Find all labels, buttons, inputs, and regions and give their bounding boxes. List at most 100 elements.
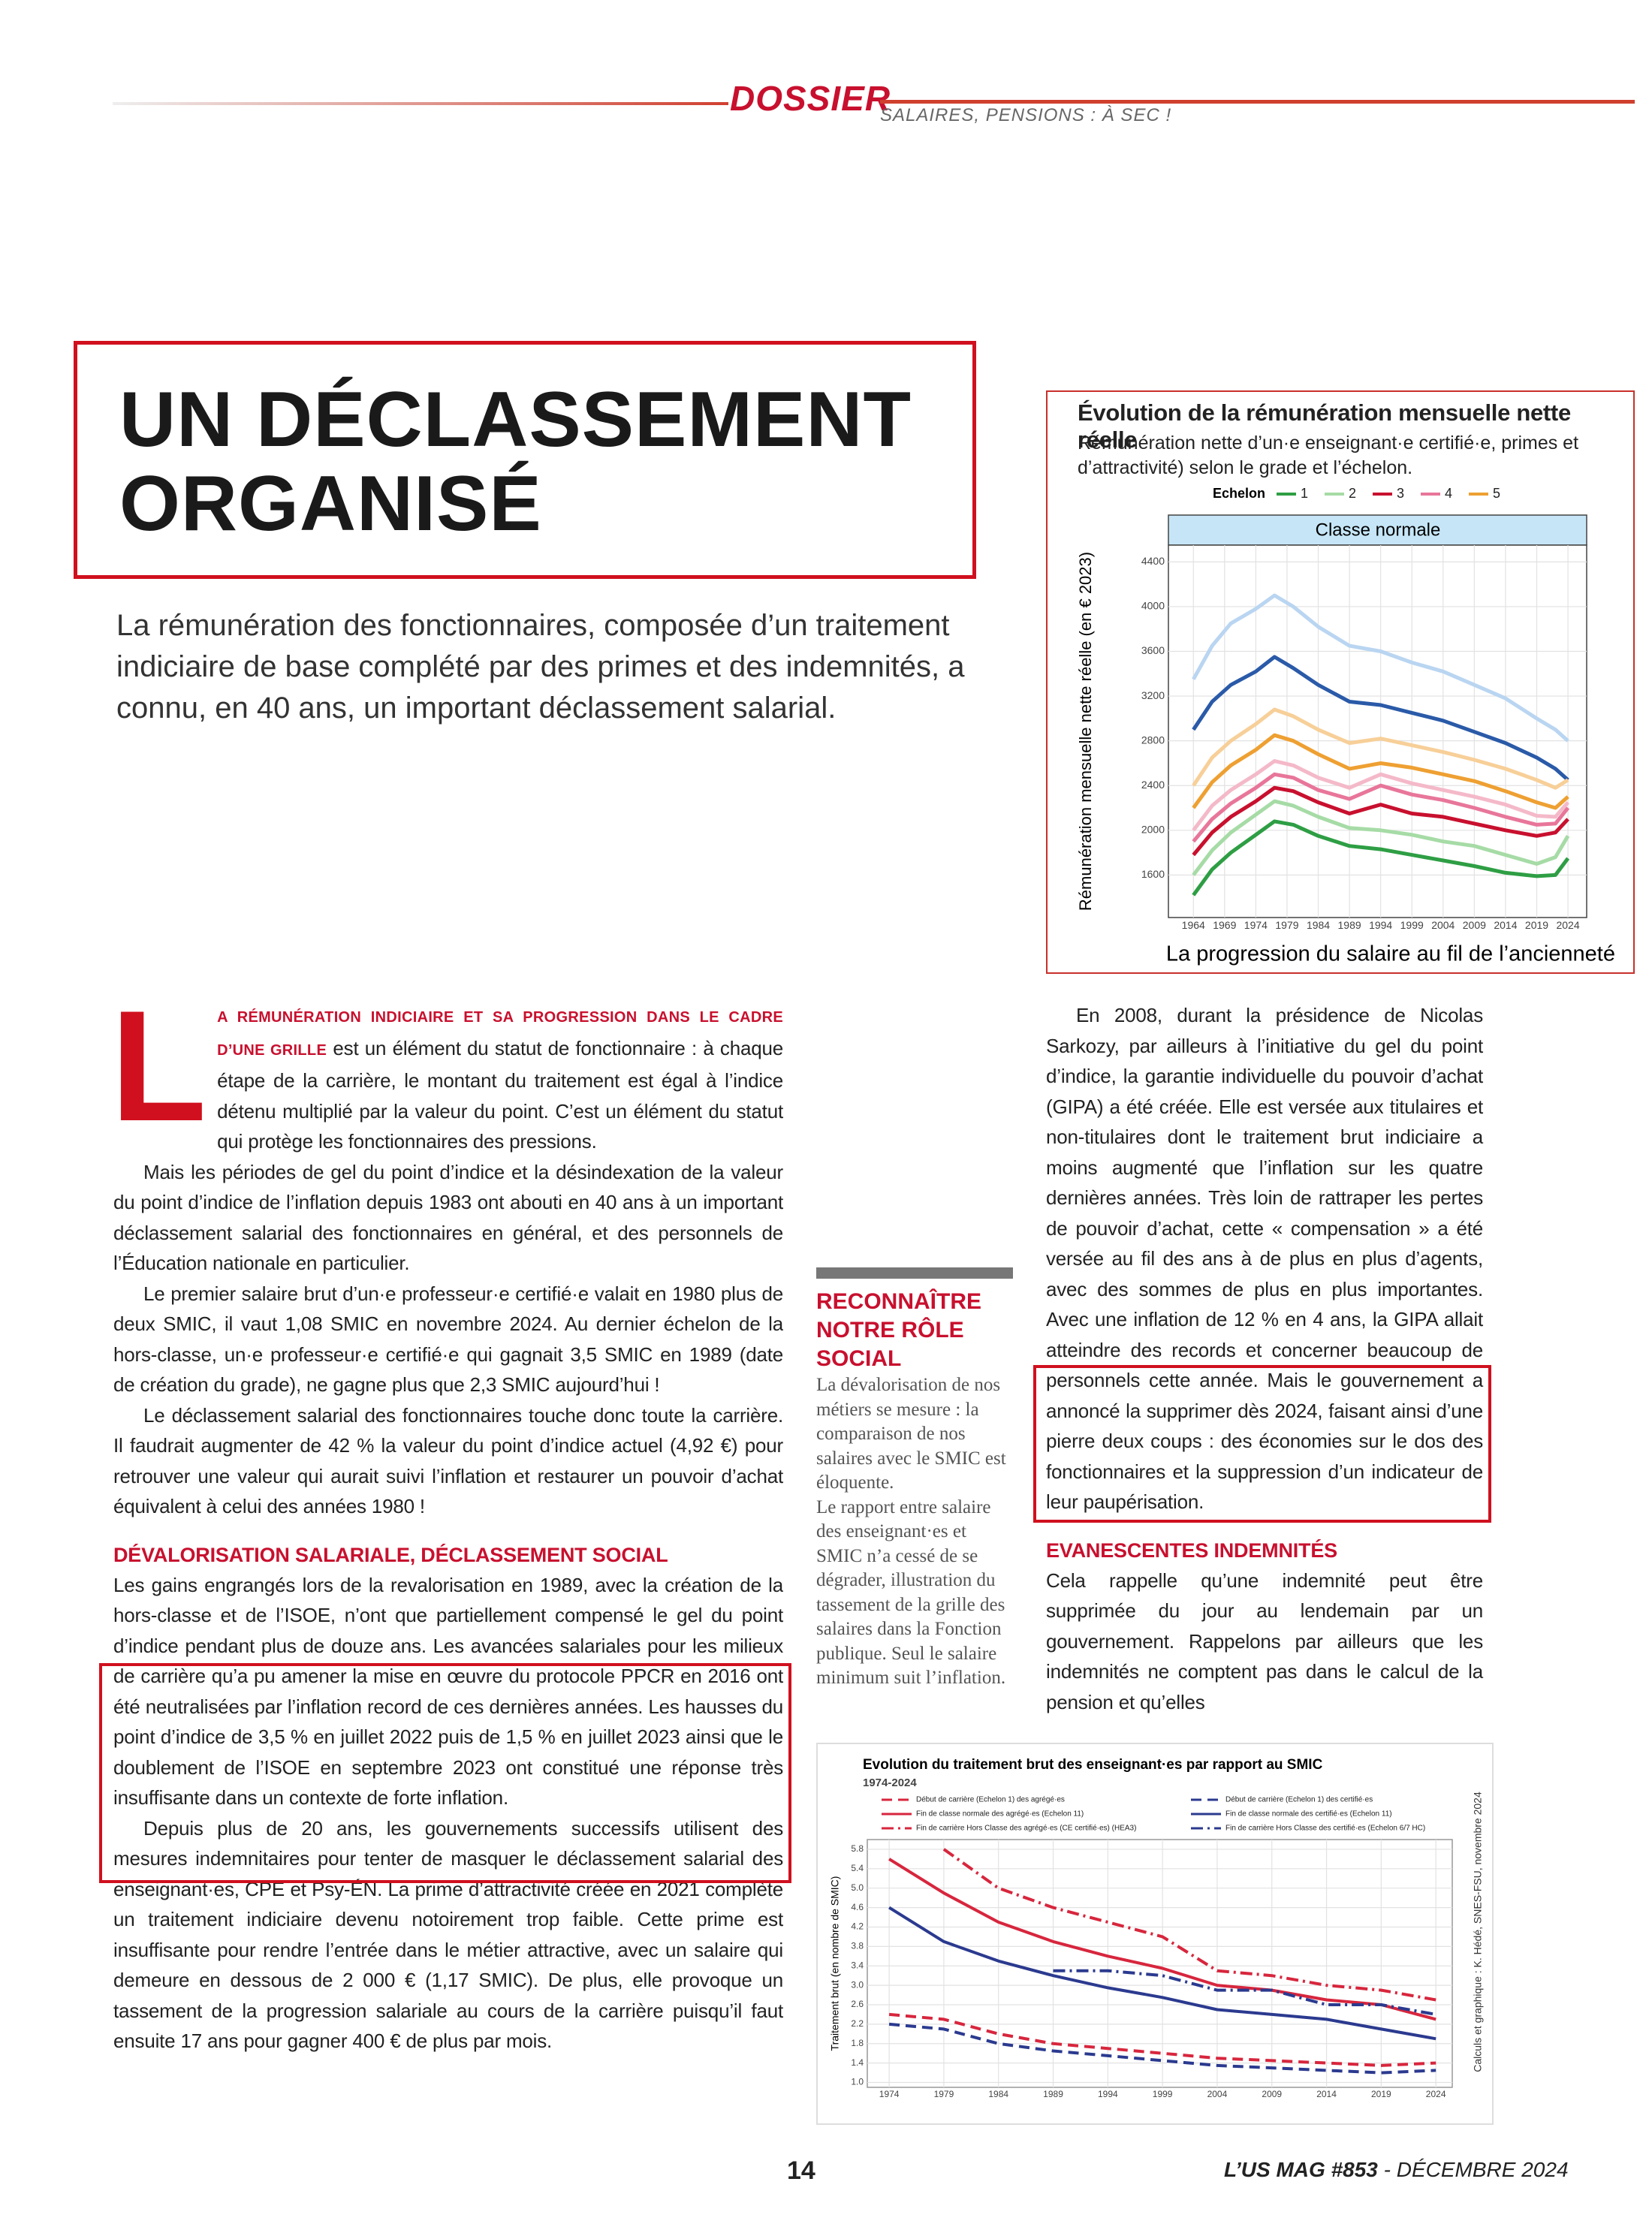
legend-label: 1 — [1301, 486, 1308, 501]
sidebar-bar — [816, 1267, 1013, 1279]
plot-area — [1168, 544, 1587, 918]
y-tick-label: 2800 — [1141, 734, 1165, 746]
y-tick-label: 4000 — [1141, 600, 1165, 612]
sidebar-paragraph: Le rapport entre salaire des enseignant·… — [816, 1496, 1006, 1689]
x-tick-label: 2009 — [1262, 2089, 1282, 2099]
paragraph: Le déclassement salarial des fonctionnai… — [113, 1403, 783, 1518]
x-tick-label: 2019 — [1371, 2089, 1391, 2099]
paragraph: Mais les périodes de gel du point d’indi… — [113, 1160, 783, 1275]
x-tick-label: 1999 — [1153, 2089, 1173, 2099]
text: est un élément du statut de fonctionnair… — [217, 1036, 783, 1153]
paragraph: En 2008, durant la présidence de Nicolas… — [1046, 1004, 1483, 1513]
issue-date: - DÉCEMBRE 2024 — [1377, 2158, 1569, 2181]
header-rule — [880, 100, 1635, 104]
plot-area — [867, 1839, 1453, 2088]
x-tick-label: 2009 — [1463, 919, 1486, 931]
y-tick-label: 3.4 — [851, 1960, 864, 1970]
series-line — [888, 1906, 1436, 2041]
paragraph: Cela rappelle qu’une indemnité peut être… — [1046, 1569, 1483, 1713]
series-line — [1192, 799, 1570, 876]
x-tick-label: 2019 — [1525, 919, 1548, 931]
series-line — [1192, 819, 1570, 897]
paragraph: Les gains engrangés lors de la revaloris… — [113, 1573, 783, 1810]
y-tick-label: 4400 — [1141, 555, 1165, 567]
series-line — [1192, 707, 1569, 790]
header-rule — [113, 102, 728, 105]
x-tick-label: 1979 — [934, 2089, 954, 2099]
y-tick-label: 1.0 — [851, 2077, 864, 2087]
x-tick-label: 2024 — [1556, 919, 1579, 931]
y-tick-label: 3600 — [1141, 644, 1165, 656]
x-tick-label: 1994 — [1098, 2089, 1118, 2099]
page-number: 14 — [787, 2156, 815, 2185]
x-tick-label: 1984 — [1307, 919, 1330, 931]
y-tick-label: 5.0 — [851, 1882, 864, 1893]
y-tick-label: 2.2 — [851, 2018, 864, 2029]
legend-label: Fin de classe normale des agrégé·es (Ech… — [916, 1810, 1084, 1819]
chart-frame: Évolution de la rémunération mensuelle n… — [1046, 390, 1635, 974]
title-line: ORGANISÉ — [119, 460, 542, 547]
y-tick-label: 4.6 — [851, 1902, 864, 1912]
y-tick-label: 3.0 — [851, 1979, 864, 1990]
x-tick-label: 1989 — [1338, 919, 1361, 931]
x-tick-label: 2004 — [1207, 2089, 1228, 2099]
sidebar-paragraph: La dévalorisation de nos métiers se mesu… — [816, 1375, 1006, 1493]
x-tick-label: 1999 — [1400, 919, 1424, 931]
title-line: UN DÉCLASSEMENT — [119, 376, 912, 463]
legend-label: 5 — [1493, 486, 1500, 501]
series-line — [1053, 1969, 1436, 2016]
magazine: L’US MAG #853 — [1224, 2158, 1378, 2181]
x-tick-label: 1979 — [1275, 919, 1298, 931]
chart: Evolution du traitement brut des enseign… — [829, 1757, 1484, 2099]
chart-frame: Evolution du traitement brut des enseign… — [816, 1743, 1494, 2125]
legend-label: 3 — [1397, 486, 1404, 501]
paragraph: Le premier salaire brut d’un·e professeu… — [113, 1282, 783, 1397]
section-label: DOSSIER — [730, 79, 891, 118]
lead: La rémunération des fonctionnaires, comp… — [116, 609, 965, 725]
section-heading: EVANESCENTES INDEMNITÉS — [1046, 1538, 1337, 1562]
y-tick-label: 3.8 — [851, 1941, 864, 1951]
lead-in: A RÉMUNÉRATION INDICIAIRE ET SA PROGRESS… — [217, 1009, 783, 1059]
series-line — [1192, 785, 1569, 857]
chart-caption: La progression du salaire au fil de l’an… — [1166, 942, 1615, 966]
y-tick-label: 2.6 — [851, 1999, 864, 2009]
x-tick-label: 1994 — [1369, 919, 1392, 931]
chart-credit: Calculs et graphique : K. Hédé, SNES-FSU… — [1472, 1792, 1484, 2072]
y-tick-label: 1600 — [1141, 868, 1165, 880]
article-column: En 2008, durant la présidence de Nicolas… — [1046, 1000, 1483, 1717]
x-tick-label: 1989 — [1043, 2089, 1063, 2099]
series-line — [888, 2012, 1436, 2067]
title: UN DÉCLASSEMENT ORGANISÉ — [119, 378, 912, 546]
chart-subtitle: 1974-2024 — [863, 1776, 917, 1789]
chart-subtitle: Rémunération nette d’un·e enseignant·e c… — [1078, 432, 1579, 478]
legend-label: Fin de carrière Hors Classe des certifié… — [1225, 1825, 1425, 1833]
y-tick-label: 2400 — [1141, 779, 1165, 791]
series-line — [1192, 733, 1569, 810]
chart: Echelon Classe normale Rémunération mens… — [1076, 486, 1615, 966]
sidebar: RECONNAÎTRE NOTRE RÔLE SOCIAL La dévalor… — [816, 1267, 1016, 1691]
section-subtitle: SALAIRES, PENSIONS : À SEC ! — [880, 105, 1172, 125]
facet-strip — [1168, 514, 1587, 546]
x-tick-label: 2024 — [1426, 2089, 1446, 2099]
legend-label: 4 — [1445, 486, 1452, 501]
y-tick-label: 3200 — [1141, 689, 1165, 701]
legend-label: Fin de classe normale des certifié·es (E… — [1225, 1810, 1392, 1819]
x-tick-label: 1969 — [1213, 919, 1236, 931]
x-tick-label: 1964 — [1182, 919, 1205, 931]
legend-label: Début de carrière (Echelon 1) des certif… — [1225, 1796, 1373, 1804]
y-tick-label: 5.4 — [851, 1863, 864, 1873]
chart-title: Evolution du traitement brut des enseign… — [863, 1757, 1323, 1773]
x-tick-label: 1984 — [988, 2089, 1008, 2099]
series-line — [942, 1848, 1436, 2002]
y-tick-label: 2000 — [1141, 824, 1165, 836]
series-line — [1192, 655, 1569, 782]
footer: L’US MAG #853 - DÉCEMBRE 2024 — [1224, 2158, 1569, 2182]
facet-label: Classe normale — [1316, 520, 1441, 540]
x-tick-label: 1974 — [1244, 919, 1268, 931]
series-line — [1192, 772, 1570, 843]
y-tick-label: 5.8 — [851, 1843, 864, 1854]
